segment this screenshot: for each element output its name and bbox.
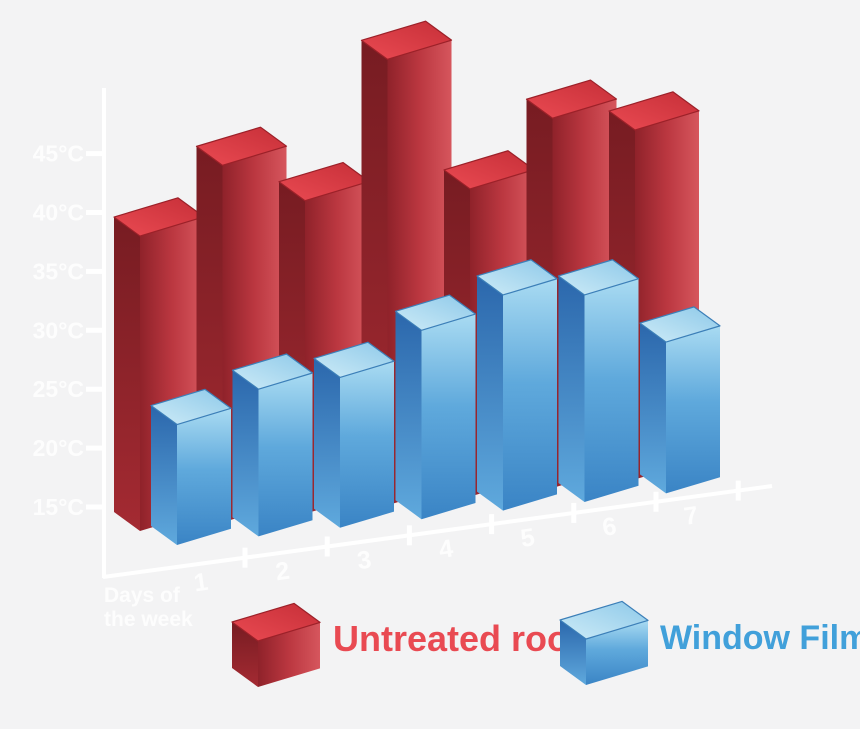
bar-side-face [232, 622, 258, 687]
bar-window-film-day-7 [639, 306, 721, 494]
bar-side-face [232, 370, 259, 537]
bar-window-film-day-2 [231, 353, 314, 537]
x-tick-label: 1 [192, 568, 210, 598]
bar-top-face [231, 602, 321, 642]
bar-window-film-day-3 [313, 341, 395, 528]
y-tick-mark [86, 445, 103, 451]
y-tick-label: 25°C [33, 376, 84, 402]
bar-side-face [395, 311, 422, 520]
bar-top-face [394, 294, 477, 331]
bar-top-face [557, 259, 640, 296]
legend-cube-red-shape [231, 602, 321, 687]
bar-front-face [586, 620, 648, 685]
x-tick-mark [406, 525, 412, 546]
y-tick-mark [86, 504, 103, 510]
bar-front-face [177, 408, 231, 545]
x-axis-title-line1: Days of [104, 584, 181, 607]
y-tick-label: 30°C [33, 317, 84, 343]
bar-side-face [314, 358, 340, 528]
axes-group: 45°C 40°C 35°C 30°C 25°C 20°C 15°C [33, 88, 773, 579]
bar-top-face [313, 341, 395, 379]
x-tick-label: 3 [355, 546, 373, 576]
x-tick-label: 4 [437, 534, 455, 564]
x-axis-labels-group: 1 2 3 4 5 6 7 [192, 501, 700, 597]
x-tick-mark [653, 491, 659, 512]
bar-front-face [258, 373, 313, 537]
x-tick-label: 2 [274, 557, 292, 587]
bar-front-face [503, 278, 557, 511]
bar-side-face [560, 620, 586, 685]
y-tick-label: 15°C [33, 494, 84, 520]
bar-window-film-day-5 [476, 259, 558, 511]
untreated-roof-legend-label: Untreated roof [333, 618, 582, 659]
bar-top-face [476, 259, 558, 296]
bar-side-face [151, 405, 177, 545]
bar-top-face [559, 600, 649, 640]
y-tick-label: 45°C [33, 141, 84, 167]
y-tick-mark [86, 210, 103, 215]
x-tick-label: 5 [519, 523, 537, 553]
bar-window-film-day-6 [557, 259, 640, 502]
bar-window-film-day-4 [394, 294, 477, 520]
bar-front-face [584, 278, 639, 502]
x-tick-mark [735, 480, 741, 501]
legend-cube-blue-shape [559, 600, 649, 685]
legend: Untreated roof Window Film [231, 600, 860, 687]
window-film-bars-group [150, 259, 721, 545]
bar-front-face [421, 314, 476, 520]
x-tick-label: 6 [601, 512, 619, 542]
bar-top-face [150, 388, 232, 426]
bar-side-face [477, 275, 503, 511]
y-tick-label: 35°C [33, 258, 84, 284]
bar-front-face [666, 325, 720, 494]
bar-window-film-day-1 [150, 388, 232, 545]
bar-side-face [558, 275, 585, 502]
bar-top-face [231, 353, 314, 390]
bar-front-face [340, 361, 394, 528]
bar-side-face [114, 217, 140, 531]
x-tick-label: 7 [682, 501, 700, 531]
window-film-legend-label: Window Film [660, 619, 860, 657]
bar-top-face [608, 91, 700, 131]
x-axis-title-line2: the week [104, 608, 193, 631]
bar-top-face [360, 20, 453, 60]
y-tick-label: 40°C [33, 200, 84, 226]
y-tick-mark [86, 151, 103, 157]
window-film-legend-cube [559, 600, 649, 685]
x-axis-line [102, 484, 773, 579]
untreated-roof-legend-cube [231, 602, 321, 687]
x-tick-mark [571, 502, 577, 523]
x-tick-mark [324, 536, 330, 557]
y-tick-mark [86, 327, 103, 333]
bar-front-face [258, 622, 320, 687]
bar-top-face [639, 306, 721, 343]
y-tick-mark [86, 386, 103, 392]
x-tick-mark [242, 547, 248, 568]
bar-top-face [195, 126, 288, 166]
y-tick-label: 20°C [33, 435, 84, 461]
x-tick-mark [489, 514, 495, 535]
bar-side-face [640, 323, 666, 494]
bar-top-face [525, 79, 618, 119]
y-tick-mark [86, 268, 103, 274]
